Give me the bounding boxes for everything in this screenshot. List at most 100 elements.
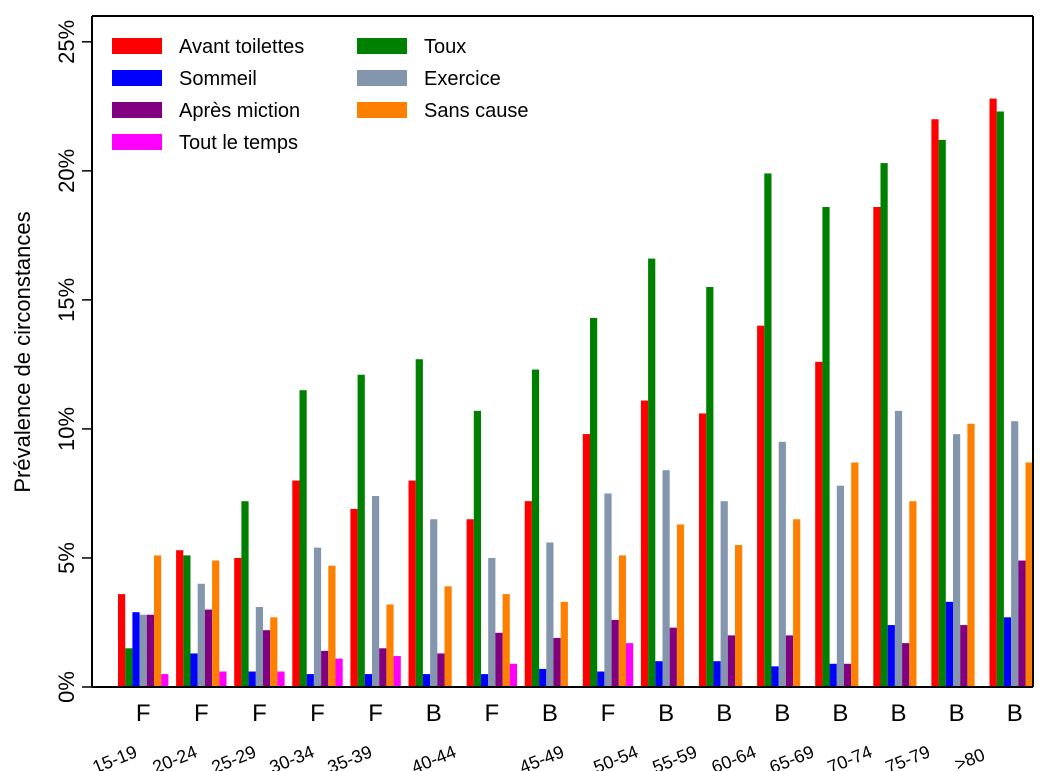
y-tick-label: 25%: [54, 20, 79, 64]
legend-swatch: [112, 134, 162, 150]
group-label: B: [716, 700, 732, 727]
y-tick-label: 15%: [54, 278, 79, 322]
bar: [219, 671, 227, 687]
bar: [299, 390, 307, 687]
y-axis-label: Prévalence de circonstances: [10, 211, 35, 492]
bar: [241, 501, 249, 687]
bar: [466, 519, 474, 687]
bar: [727, 635, 735, 687]
legend-label: Sommeil: [179, 68, 257, 90]
y-tick-label: 0%: [54, 671, 79, 703]
bar: [270, 617, 278, 687]
bar: [415, 359, 423, 687]
bar: [495, 632, 503, 687]
category-label: 50-54: [591, 742, 641, 771]
bar: [771, 666, 779, 687]
bar: [263, 630, 271, 687]
bar: [597, 671, 605, 687]
bar: [531, 369, 540, 687]
bar: [989, 98, 997, 688]
bar: [706, 286, 714, 687]
bar: [662, 470, 670, 687]
bar: [306, 674, 314, 687]
bar: [785, 635, 794, 687]
bar: [292, 480, 300, 687]
bar: [669, 627, 677, 687]
bar: [938, 139, 946, 687]
group-label: B: [542, 700, 558, 727]
bar: [357, 374, 365, 687]
bar: [880, 163, 888, 687]
bar: [713, 661, 721, 687]
category-label: 20-24: [150, 742, 200, 771]
bar: [146, 614, 154, 687]
bar: [873, 206, 881, 687]
category-label: 75-79: [883, 742, 933, 771]
bar: [553, 637, 561, 687]
bar: [190, 653, 198, 687]
bar: [183, 555, 191, 687]
bar: [350, 508, 358, 687]
group-label: B: [426, 700, 442, 727]
legend-swatch: [112, 102, 162, 118]
bars-layer: [118, 98, 1033, 688]
bar: [277, 671, 285, 687]
bar: [1003, 617, 1012, 687]
bar: [945, 601, 953, 687]
legend: Avant toilettes Sommeil Après miction Tout …: [112, 36, 529, 154]
legend-label: Toux: [424, 36, 466, 58]
bar: [793, 519, 801, 687]
y-tick-label: 10%: [54, 407, 79, 451]
bar: [313, 547, 322, 687]
bar: [204, 609, 213, 687]
bar: [546, 542, 554, 687]
group-label: F: [252, 700, 267, 727]
group-label: B: [832, 700, 848, 727]
legend-swatch: [112, 38, 162, 54]
bar: [655, 661, 663, 687]
category-label: 60-64: [709, 742, 759, 771]
legend-swatch: [357, 38, 407, 54]
bar: [364, 674, 372, 687]
bar: [604, 493, 612, 687]
bar: [909, 501, 917, 687]
bar: [386, 604, 394, 687]
y-tick-label: 5%: [54, 542, 79, 574]
bar: [502, 594, 510, 687]
bar: [154, 555, 162, 687]
group-label: F: [136, 700, 151, 727]
bar: [372, 496, 380, 687]
category-label: 35-39: [325, 742, 375, 771]
bar: [234, 557, 242, 687]
bar: [757, 325, 765, 687]
bar: [931, 119, 939, 687]
bar: [197, 583, 205, 687]
category-label: >80: [952, 744, 988, 771]
bar: [161, 674, 169, 687]
bar: [764, 173, 772, 687]
category-label: 70-74: [825, 742, 875, 771]
group-label: F: [368, 700, 383, 727]
bar: [894, 410, 903, 687]
bar: [887, 625, 895, 687]
category-label: 30-34: [267, 742, 317, 771]
legend-label: Exercice: [424, 68, 501, 90]
bar: [255, 606, 263, 687]
group-label: B: [658, 700, 674, 727]
legend-label: Tout le temps: [179, 132, 298, 154]
category-label: 65-69: [767, 742, 817, 771]
bar: [248, 671, 256, 687]
bar: [524, 501, 532, 687]
bar: [815, 361, 823, 687]
bar: [509, 663, 517, 687]
group-label: F: [601, 700, 616, 727]
bar: [473, 410, 481, 687]
bar: [1018, 560, 1026, 687]
category-label: 40-44: [409, 742, 459, 771]
group-label: F: [194, 700, 209, 727]
bar: [778, 441, 786, 687]
bar: [618, 555, 626, 687]
bar: [640, 400, 649, 687]
bar: [560, 601, 568, 687]
bar: [626, 643, 634, 687]
